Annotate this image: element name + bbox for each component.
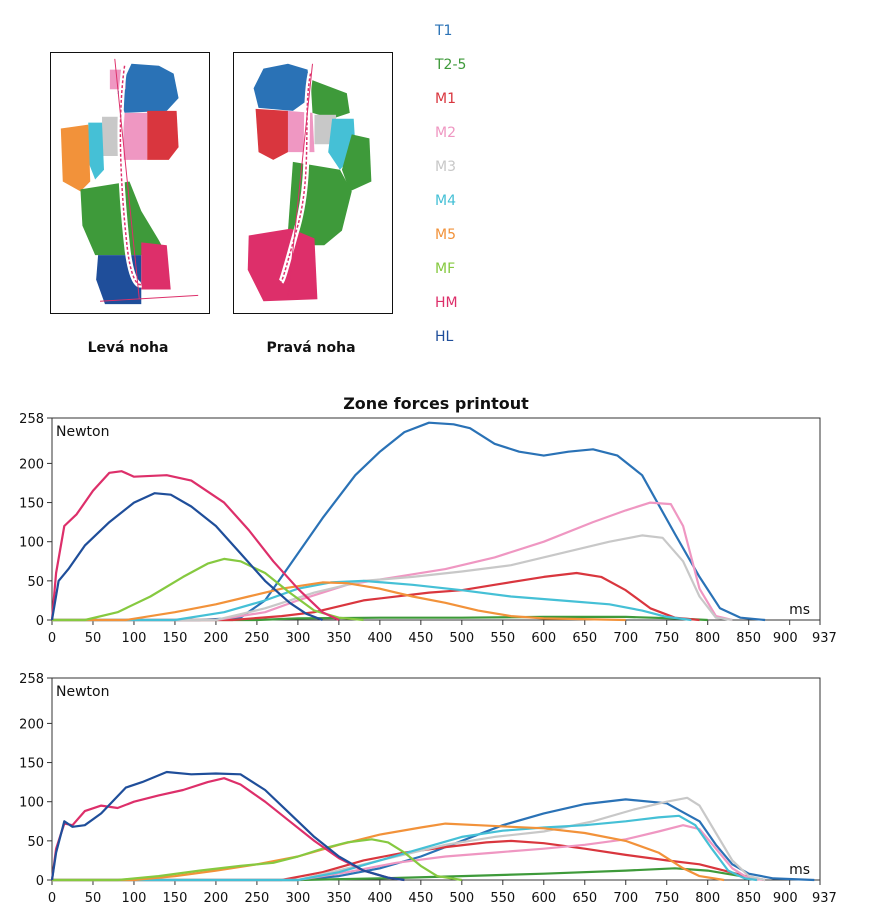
x-tick-label: 500 xyxy=(449,631,474,646)
x-tick-label: 100 xyxy=(122,891,147,906)
x-tick-label: 600 xyxy=(531,631,556,646)
series-line-m1 xyxy=(52,571,700,622)
legend-item-m5: M5 xyxy=(435,227,456,243)
x-tick-label: 150 xyxy=(163,891,188,906)
x-tick-label: 550 xyxy=(490,631,515,646)
x-tick-label: 937 xyxy=(812,891,837,906)
series-line-hm xyxy=(50,470,340,621)
series-line-hl xyxy=(50,492,323,622)
legend-item-hl: HL xyxy=(435,329,454,345)
series-line-hl xyxy=(50,770,405,882)
x-tick-label: 0 xyxy=(48,631,56,646)
series-line-t1 xyxy=(52,421,766,622)
legend-item-t2-5: T2-5 xyxy=(435,57,467,73)
y-tick-label: 0 xyxy=(36,614,44,629)
x-tick-label: 150 xyxy=(163,631,188,646)
left-foot-zones xyxy=(60,58,199,305)
x-tick-label: 500 xyxy=(449,891,474,906)
y-tick-label: 50 xyxy=(27,835,44,850)
x-tick-label: 350 xyxy=(326,631,351,646)
x-tick-label: 450 xyxy=(408,891,433,906)
x-tick-label: 250 xyxy=(244,891,269,906)
x-tick-label: 200 xyxy=(204,631,229,646)
x-tick-label: 400 xyxy=(367,631,392,646)
x-tick-label: 850 xyxy=(736,891,761,906)
series-line-m2 xyxy=(52,824,766,882)
x-tick-label: 900 xyxy=(773,891,798,906)
x-tick-label: 250 xyxy=(244,631,269,646)
x-axis-label: ms xyxy=(789,862,810,878)
right-foot-map xyxy=(233,52,393,314)
series-line-m1 xyxy=(52,839,766,882)
x-tick-label: 0 xyxy=(48,891,56,906)
x-tick-label: 200 xyxy=(204,891,229,906)
series-line-m5 xyxy=(52,822,725,882)
y-tick-label: 150 xyxy=(19,497,44,512)
x-tick-label: 700 xyxy=(613,631,638,646)
x-tick-label: 750 xyxy=(654,631,679,646)
x-tick-label: 650 xyxy=(572,631,597,646)
series-line-m4 xyxy=(52,579,692,622)
x-tick-label: 937 xyxy=(812,631,837,646)
series-line-mf xyxy=(52,557,364,622)
x-tick-label: 800 xyxy=(695,631,720,646)
zone-forces-chart-right: 0 50 100 150 200 258 0 50 100 150 200 250 300 350 400 4… xyxy=(19,672,837,906)
series-line-t1 xyxy=(52,798,815,882)
series-line-m2 xyxy=(52,501,733,622)
zone-legend: T1 T2-5 M1 M2 M3 M4 M5 MF HM HL xyxy=(435,22,466,362)
x-tick-label: 300 xyxy=(285,631,310,646)
legend-item-m3: M3 xyxy=(435,159,456,175)
x-tick-label: 50 xyxy=(85,891,102,906)
x-tick-label: 300 xyxy=(285,891,310,906)
series-line-m3 xyxy=(52,534,733,622)
legend-item-m2: M2 xyxy=(435,125,456,141)
x-tick-label: 900 xyxy=(773,631,798,646)
legend-item-m1: M1 xyxy=(435,91,456,107)
plot-frame xyxy=(51,417,821,621)
legend-item-t1: T1 xyxy=(435,23,453,39)
y-tick-label: 200 xyxy=(19,717,44,732)
x-tick-label: 800 xyxy=(695,891,720,906)
x-tick-label: 350 xyxy=(326,891,351,906)
series-line-t2-5 xyxy=(52,615,708,622)
x-tick-label: 850 xyxy=(736,631,761,646)
left-foot-map xyxy=(50,52,210,314)
y-axis-label: Newton xyxy=(56,684,109,700)
right-foot-zones xyxy=(247,63,372,302)
chart-title: Zone forces printout xyxy=(343,394,529,413)
series-line-mf xyxy=(52,838,462,882)
y-tick-label: 258 xyxy=(19,412,44,427)
y-tick-label: 100 xyxy=(19,796,44,811)
series-line-m3 xyxy=(52,796,766,882)
legend-item-mf: MF xyxy=(435,261,456,277)
y-axis-label: Newton xyxy=(56,424,109,440)
y-tick-label: 150 xyxy=(19,757,44,772)
series-line-t2-5 xyxy=(52,867,766,882)
y-tick-label: 0 xyxy=(36,874,44,889)
plot-frame xyxy=(51,677,821,881)
x-tick-label: 700 xyxy=(613,891,638,906)
left-foot-label: Levá noha xyxy=(87,340,169,356)
x-tick-label: 50 xyxy=(85,631,102,646)
series-line-m5 xyxy=(52,581,626,622)
y-tick-label: 258 xyxy=(19,672,44,687)
x-tick-label: 600 xyxy=(531,891,556,906)
x-tick-label: 400 xyxy=(367,891,392,906)
series-line-hm xyxy=(50,777,405,882)
y-tick-label: 100 xyxy=(19,536,44,551)
legend-item-m4: M4 xyxy=(435,193,456,209)
y-tick-label: 200 xyxy=(19,457,44,472)
x-tick-label: 450 xyxy=(408,631,433,646)
series-line-m4 xyxy=(52,814,758,882)
x-tick-label: 750 xyxy=(654,891,679,906)
x-tick-label: 550 xyxy=(490,891,515,906)
zone-forces-chart-left: 0 50 100 150 200 258 0 50 100 150 200 250 300 350 400 4… xyxy=(19,412,837,646)
x-axis-label: ms xyxy=(789,602,810,618)
legend-item-hm: HM xyxy=(435,295,458,311)
x-tick-label: 650 xyxy=(572,891,597,906)
y-tick-label: 50 xyxy=(27,575,44,590)
right-foot-label: Pravá noha xyxy=(266,340,356,356)
x-tick-label: 100 xyxy=(122,631,147,646)
